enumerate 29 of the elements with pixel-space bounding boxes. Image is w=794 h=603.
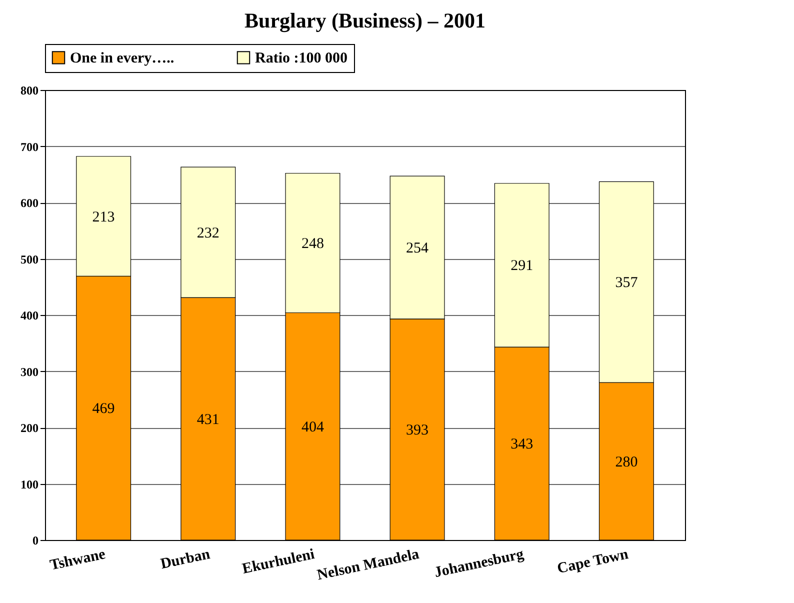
- y-tick-label: 800: [20, 84, 38, 98]
- data-label: 431: [196, 412, 220, 428]
- y-tick-label: 100: [20, 477, 38, 492]
- y-tick-label: 300: [20, 364, 38, 379]
- data-label: 291: [510, 258, 534, 274]
- data-label: 232: [196, 225, 220, 242]
- x-tick-label: Ekurhuleni: [240, 546, 316, 578]
- x-tick-label: Cape Town: [556, 546, 630, 578]
- y-tick-label: 0: [32, 534, 38, 548]
- x-tick-label: Nelson Mandela: [316, 546, 422, 584]
- x-tick-label: Durban: [159, 546, 212, 573]
- y-tick-label: 600: [20, 196, 38, 210]
- data-label: 404: [301, 419, 324, 436]
- data-label: 357: [615, 275, 638, 292]
- data-label: 280: [615, 454, 638, 470]
- y-tick-label: 700: [20, 140, 38, 154]
- y-tick-label: 200: [20, 421, 38, 435]
- chart-title: Burglary (Business) – 2001: [244, 8, 486, 32]
- data-label: 213: [92, 209, 115, 226]
- y-tick-label: 400: [20, 308, 38, 322]
- y-tick-label: 500: [20, 252, 38, 266]
- legend-label: One in every…..: [70, 50, 174, 67]
- data-label: 248: [301, 236, 324, 252]
- data-label: 343: [510, 436, 534, 453]
- data-label: 393: [406, 422, 429, 438]
- legend-label: Ratio :100 000: [255, 50, 348, 67]
- data-label: 469: [92, 401, 115, 418]
- x-tick-label: Tshwane: [48, 546, 108, 574]
- data-label: 254: [406, 240, 430, 256]
